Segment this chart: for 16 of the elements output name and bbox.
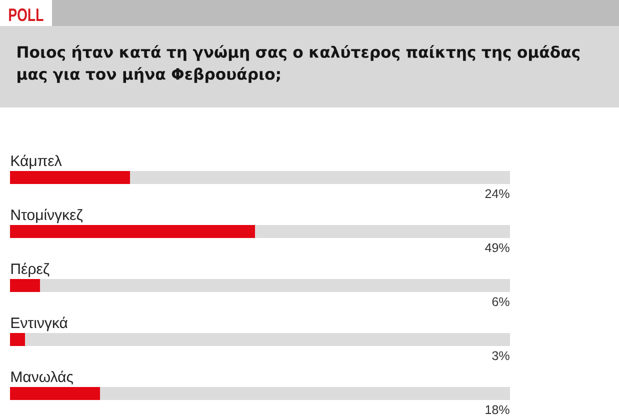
- bar: [10, 332, 26, 346]
- data-label: 3%: [492, 351, 510, 360]
- text: POLL: [9, 8, 44, 22]
- y-tick-label: Κάμπελ: [11, 154, 62, 169]
- bar: [10, 278, 40, 292]
- y-tick-label: Εντινγκά: [11, 316, 68, 332]
- y-tick-label: Μανωλάς: [11, 370, 74, 385]
- y-tick-label: Ντομίνγκεζ: [11, 208, 83, 224]
- data-label: 24%: [485, 189, 510, 198]
- chart-title: Ποιος ήταν κατά τη γνώμη σας ο καλύτερος παίκτης της ομάδας μας για τον μήνα Φεβρουάριο;: [18, 45, 580, 83]
- data-label: 18%: [486, 405, 510, 414]
- data-label: 6%: [492, 297, 510, 306]
- y-tick-label: Πέρεζ: [11, 262, 50, 278]
- bar: [10, 386, 100, 400]
- bar: [10, 171, 130, 184]
- data-label: 49%: [485, 243, 510, 252]
